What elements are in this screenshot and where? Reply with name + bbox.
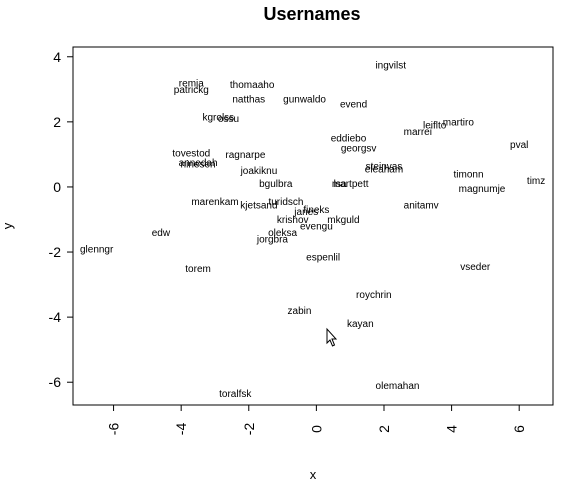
point-label: vseder <box>460 262 491 273</box>
y-tick-label: 0 <box>53 179 61 195</box>
point-label: georgsv <box>341 143 377 154</box>
point-label: espenlil <box>306 252 340 263</box>
x-tick-label: -4 <box>173 423 189 436</box>
point-label: bgulbra <box>259 179 293 190</box>
point-label: magnumje <box>459 184 506 195</box>
point-label: pval <box>510 140 528 151</box>
point-label: toralfsk <box>219 389 252 400</box>
point-label: oleksa <box>268 228 297 239</box>
point-label: jorgbra <box>256 235 289 246</box>
point-label: krishov <box>277 215 309 226</box>
point-label: kgrolss <box>203 112 235 123</box>
point-label: ninesen <box>181 160 216 171</box>
x-axis: -6 -4 -2 0 2 4 6 <box>106 405 527 436</box>
point-label: martiro <box>443 117 475 128</box>
point-label: ossu <box>218 114 239 125</box>
point-label: evend <box>340 99 367 110</box>
chart-title: Usernames <box>263 4 360 24</box>
point-label: fineks <box>303 205 329 216</box>
y-tick-label: 4 <box>53 49 61 65</box>
point-label: timonn <box>453 169 483 180</box>
point-label: eddiebo <box>331 134 367 145</box>
point-label: gunwaldo <box>283 95 326 106</box>
point-label: zabin <box>288 306 312 317</box>
point-label: turidsch <box>268 197 303 208</box>
x-tick-label: 6 <box>511 425 527 433</box>
point-label: edw <box>152 228 171 239</box>
x-axis-label: x <box>310 467 317 482</box>
point-label: roychrin <box>356 290 392 301</box>
point-label: joakiknu <box>240 166 278 177</box>
point-label: kayan <box>347 319 374 330</box>
point-label: marrei <box>404 127 432 138</box>
point-label: steinvas <box>366 161 403 172</box>
x-tick-label: 4 <box>444 425 460 433</box>
point-label: janes <box>293 207 318 218</box>
point-label: kjetsand <box>240 200 277 211</box>
x-tick-label: 2 <box>376 425 392 433</box>
x-tick-label: -2 <box>241 423 257 436</box>
point-label: timz <box>527 176 545 187</box>
point-label: remja <box>179 78 204 89</box>
y-axis-label: y <box>0 222 15 229</box>
x-tick-label: -6 <box>106 423 122 436</box>
mouse-cursor-icon <box>326 327 338 347</box>
y-tick-label: -6 <box>49 374 62 390</box>
point-label: annedah <box>179 158 218 169</box>
y-tick-label: -2 <box>49 244 62 260</box>
point-label: marenkam <box>191 197 238 208</box>
data-points: ingvilst remja thomaaho patrickg natthas gunw… <box>80 60 545 400</box>
x-tick-label: 0 <box>308 425 324 433</box>
point-label: tovestod <box>172 148 210 159</box>
point-label: martpett <box>332 179 369 190</box>
point-label: anitamv <box>404 200 439 211</box>
y-axis: -6 -4 -2 0 2 4 <box>49 49 73 390</box>
point-label: thomaaho <box>230 80 275 91</box>
point-label: natthas <box>232 95 265 106</box>
point-label: evengu <box>300 222 333 233</box>
point-label: mkguld <box>327 215 359 226</box>
point-label: lsa <box>334 179 347 190</box>
point-label: olemahan <box>376 381 420 392</box>
point-label: torem <box>185 264 211 275</box>
y-tick-label: -4 <box>49 309 62 325</box>
y-tick-label: 2 <box>53 114 61 130</box>
point-label: eleaham <box>365 165 403 176</box>
plot-frame <box>72 46 554 406</box>
point-label: patrickg <box>174 85 209 96</box>
point-label: ragnarpe <box>225 150 265 161</box>
point-label: ingvilst <box>375 60 406 71</box>
point-label: leiflto <box>423 121 447 132</box>
point-label: glenngr <box>80 244 114 255</box>
